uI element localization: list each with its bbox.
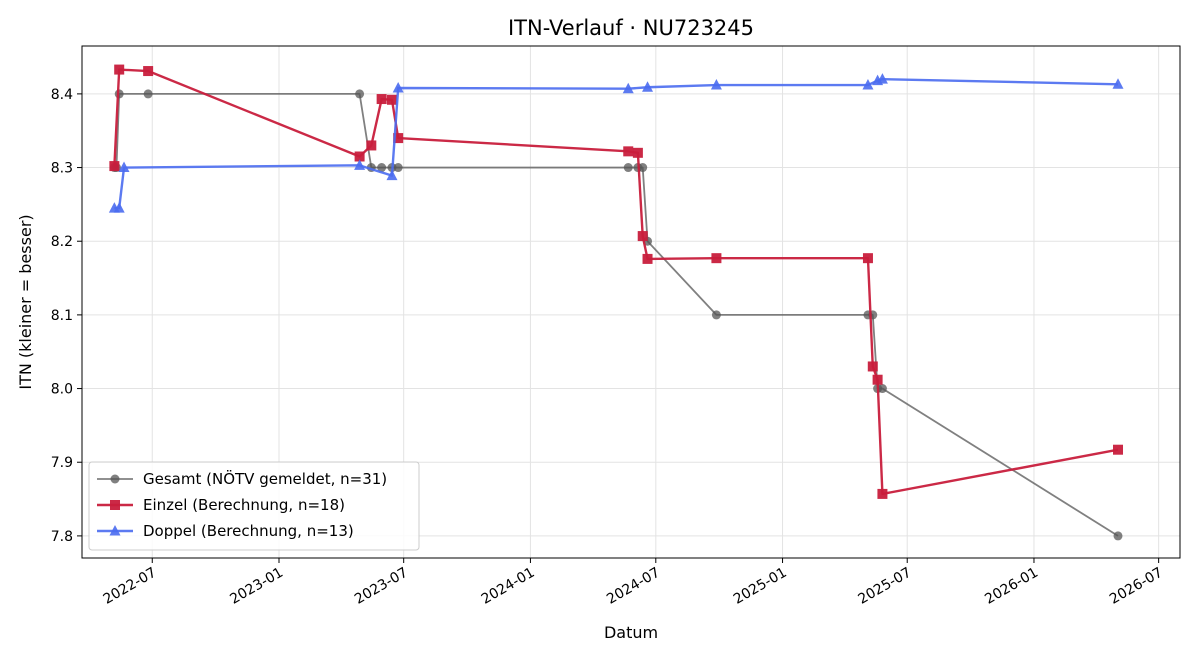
data-point-einzel bbox=[632, 147, 643, 158]
data-point-einzel bbox=[143, 66, 154, 77]
data-point-doppel bbox=[392, 81, 404, 93]
data-point-einzel bbox=[872, 374, 883, 385]
data-point-einzel bbox=[386, 94, 397, 105]
y-tick-label: 7.9 bbox=[51, 455, 73, 471]
legend-marker-gesamt bbox=[110, 474, 120, 484]
data-point-einzel bbox=[637, 231, 648, 242]
data-point-einzel bbox=[354, 151, 365, 162]
y-tick-label: 7.8 bbox=[51, 529, 73, 545]
y-tick-label: 8.0 bbox=[51, 382, 73, 398]
data-point-einzel bbox=[862, 253, 873, 264]
data-point-doppel bbox=[876, 73, 888, 84]
series-einzel bbox=[109, 64, 1124, 499]
data-point-doppel bbox=[118, 161, 130, 173]
data-point-doppel bbox=[386, 169, 398, 181]
legend-marker-einzel bbox=[110, 500, 120, 510]
data-point-gesamt bbox=[877, 384, 887, 394]
y-axis-label: ITN (kleiner = besser) bbox=[16, 214, 35, 389]
data-point-doppel bbox=[622, 82, 634, 94]
data-point-einzel bbox=[711, 253, 722, 264]
legend-marker-doppel bbox=[109, 525, 121, 536]
data-point-einzel bbox=[1113, 444, 1124, 455]
legend: Gesamt (NÖTV gemeldet, n=31) Einzel (Bere… bbox=[88, 461, 420, 551]
data-point-gesamt bbox=[355, 89, 365, 99]
legend-label-doppel: Doppel (Berechnung, n=13) bbox=[143, 522, 354, 540]
legend-label-einzel: Einzel (Berechnung, n=18) bbox=[143, 496, 345, 514]
legend-box bbox=[88, 461, 420, 551]
data-point-gesamt bbox=[143, 89, 153, 99]
y-axis: 7.8 7.9 8.0 8.1 8.2 8.3 8.4 bbox=[51, 87, 82, 545]
data-point-doppel bbox=[354, 159, 366, 170]
series-layer bbox=[108, 64, 1124, 541]
data-point-einzel bbox=[393, 133, 404, 144]
legend-entry-doppel: Doppel (Berechnung, n=13) bbox=[97, 522, 354, 540]
data-point-gesamt bbox=[711, 310, 721, 320]
data-point-einzel bbox=[376, 94, 387, 105]
data-point-gesamt bbox=[393, 163, 403, 173]
data-point-doppel bbox=[710, 79, 722, 90]
y-tick-label: 8.1 bbox=[51, 308, 73, 324]
data-point-doppel bbox=[862, 79, 874, 90]
data-point-gesamt bbox=[623, 163, 633, 173]
x-axis-label: Datum bbox=[604, 623, 658, 642]
legend-label-gesamt: Gesamt (NÖTV gemeldet, n=31) bbox=[143, 469, 387, 488]
data-point-gesamt bbox=[1113, 531, 1123, 541]
data-point-einzel bbox=[114, 64, 125, 75]
data-point-einzel bbox=[642, 253, 653, 264]
data-point-doppel bbox=[642, 81, 654, 92]
data-point-einzel bbox=[366, 140, 377, 151]
plot-frame bbox=[81, 45, 1181, 559]
data-point-einzel bbox=[867, 361, 878, 372]
y-tick-label: 8.3 bbox=[51, 161, 73, 177]
data-point-einzel bbox=[877, 488, 888, 499]
series-doppel bbox=[108, 73, 1124, 213]
y-tick-label: 8.2 bbox=[51, 234, 73, 250]
legend-entry-einzel: Einzel (Berechnung, n=18) bbox=[97, 496, 345, 514]
legend-entry-gesamt: Gesamt (NÖTV gemeldet, n=31) bbox=[97, 469, 387, 488]
series-gesamt bbox=[109, 89, 1123, 541]
y-tick-label: 8.4 bbox=[51, 87, 73, 103]
data-point-einzel bbox=[623, 146, 634, 157]
data-point-einzel bbox=[109, 161, 120, 172]
data-point-doppel bbox=[1112, 78, 1124, 89]
data-point-gesamt bbox=[638, 163, 648, 173]
data-point-gesamt bbox=[377, 163, 387, 173]
chart-title: ITN-Verlauf · NU723245 bbox=[508, 16, 754, 40]
data-point-doppel bbox=[113, 202, 125, 213]
